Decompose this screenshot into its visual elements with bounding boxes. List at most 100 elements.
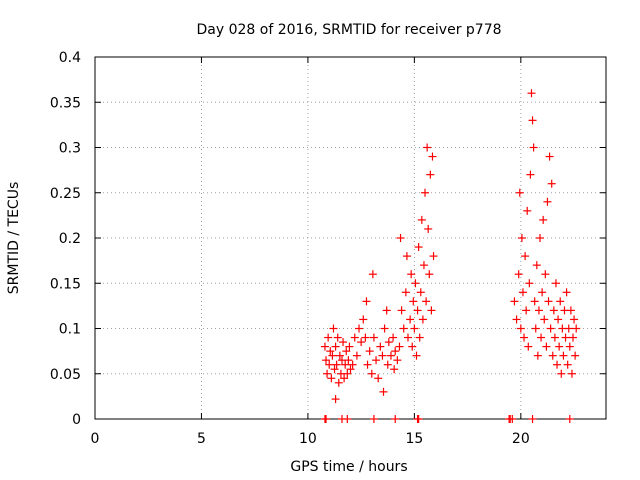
data-point [526, 170, 535, 179]
baseline-point [508, 415, 517, 423]
data-point [406, 315, 415, 324]
data-point [551, 279, 560, 288]
data-point [399, 324, 408, 333]
data-point [372, 356, 381, 365]
data-point [378, 351, 387, 360]
y-tick-label: 0.2 [59, 231, 81, 247]
data-point [386, 351, 395, 360]
data-point [409, 297, 418, 306]
data-point [374, 374, 383, 383]
data-point [528, 116, 537, 125]
data-point [568, 333, 577, 342]
data-point [565, 342, 574, 351]
baseline-point [343, 415, 352, 423]
data-point [547, 179, 556, 188]
data-point [525, 279, 534, 288]
data-point [413, 306, 422, 315]
data-point [557, 369, 566, 378]
data-point [334, 378, 343, 387]
data-point [345, 342, 354, 351]
data-point [350, 333, 359, 342]
data-point [362, 297, 371, 306]
data-point [341, 360, 350, 369]
data-point [512, 315, 521, 324]
data-point [332, 360, 341, 369]
data-point [534, 306, 543, 315]
data-point [537, 333, 546, 342]
y-tick-label: 0.15 [50, 276, 81, 292]
data-point [416, 288, 425, 297]
y-tick-label: 0.35 [50, 95, 81, 111]
data-point [529, 143, 538, 152]
data-point [514, 270, 523, 279]
data-point [562, 288, 571, 297]
data-point [520, 333, 529, 342]
data-point [567, 369, 576, 378]
data-point [330, 365, 339, 374]
data-point [395, 342, 404, 351]
x-tick-label: 15 [405, 431, 423, 447]
data-point [335, 351, 344, 360]
data-point [555, 342, 564, 351]
data-point [348, 360, 357, 369]
data-point [325, 360, 334, 369]
tick-labels: 0 5 10 15 20 0 0.05 0.1 0.15 0.2 0.25 0.3 0.35 0.4 [50, 50, 530, 447]
data-point [556, 297, 565, 306]
data-point [543, 197, 552, 206]
data-point [517, 234, 526, 242]
y-axis-label: SRMTID / TECUs [6, 182, 22, 295]
data-point [331, 342, 340, 351]
data-point [559, 351, 568, 360]
data-point [323, 369, 332, 378]
data-point [376, 342, 385, 351]
data-point [380, 324, 389, 333]
data-point [549, 306, 558, 315]
data-point [384, 338, 393, 347]
data-point [343, 369, 352, 378]
data-point [320, 342, 329, 351]
baseline-point [369, 415, 378, 423]
data-point [324, 333, 333, 342]
data-point [368, 270, 377, 279]
data-point [535, 234, 544, 242]
baseline-point [565, 415, 574, 423]
data-point [550, 333, 559, 342]
data-point [541, 270, 550, 279]
data-point [530, 297, 539, 306]
data-point [546, 324, 555, 333]
y-tick-label: 0.25 [50, 186, 81, 202]
data-point [352, 351, 361, 360]
data-point [342, 347, 351, 356]
data-point [524, 342, 533, 351]
data-point [540, 315, 549, 324]
data-point [563, 360, 572, 369]
data-point [333, 333, 342, 342]
data-point [426, 170, 435, 179]
data-point [554, 315, 563, 324]
x-tick-label: 10 [299, 431, 317, 447]
data-point [548, 351, 557, 360]
data-point [538, 288, 547, 297]
data-point [422, 297, 431, 306]
data-point [361, 333, 370, 342]
data-point [412, 351, 421, 360]
data-point [522, 306, 531, 315]
data-point [355, 324, 364, 333]
data-point [344, 356, 353, 365]
data-point [533, 351, 542, 360]
data-point [564, 324, 573, 333]
data-point [421, 188, 430, 197]
data-point [393, 356, 402, 365]
data-point [382, 306, 391, 315]
data-point [570, 315, 579, 324]
data-point [531, 324, 540, 333]
chart-title: Day 028 of 2016, SRMTID for receiver p77… [196, 22, 501, 38]
data-point [401, 288, 410, 297]
data-point [521, 252, 530, 261]
data-point [363, 360, 372, 369]
data-point [424, 224, 433, 233]
baseline-point [391, 415, 400, 423]
data-point [327, 374, 336, 383]
data-point [389, 333, 398, 342]
